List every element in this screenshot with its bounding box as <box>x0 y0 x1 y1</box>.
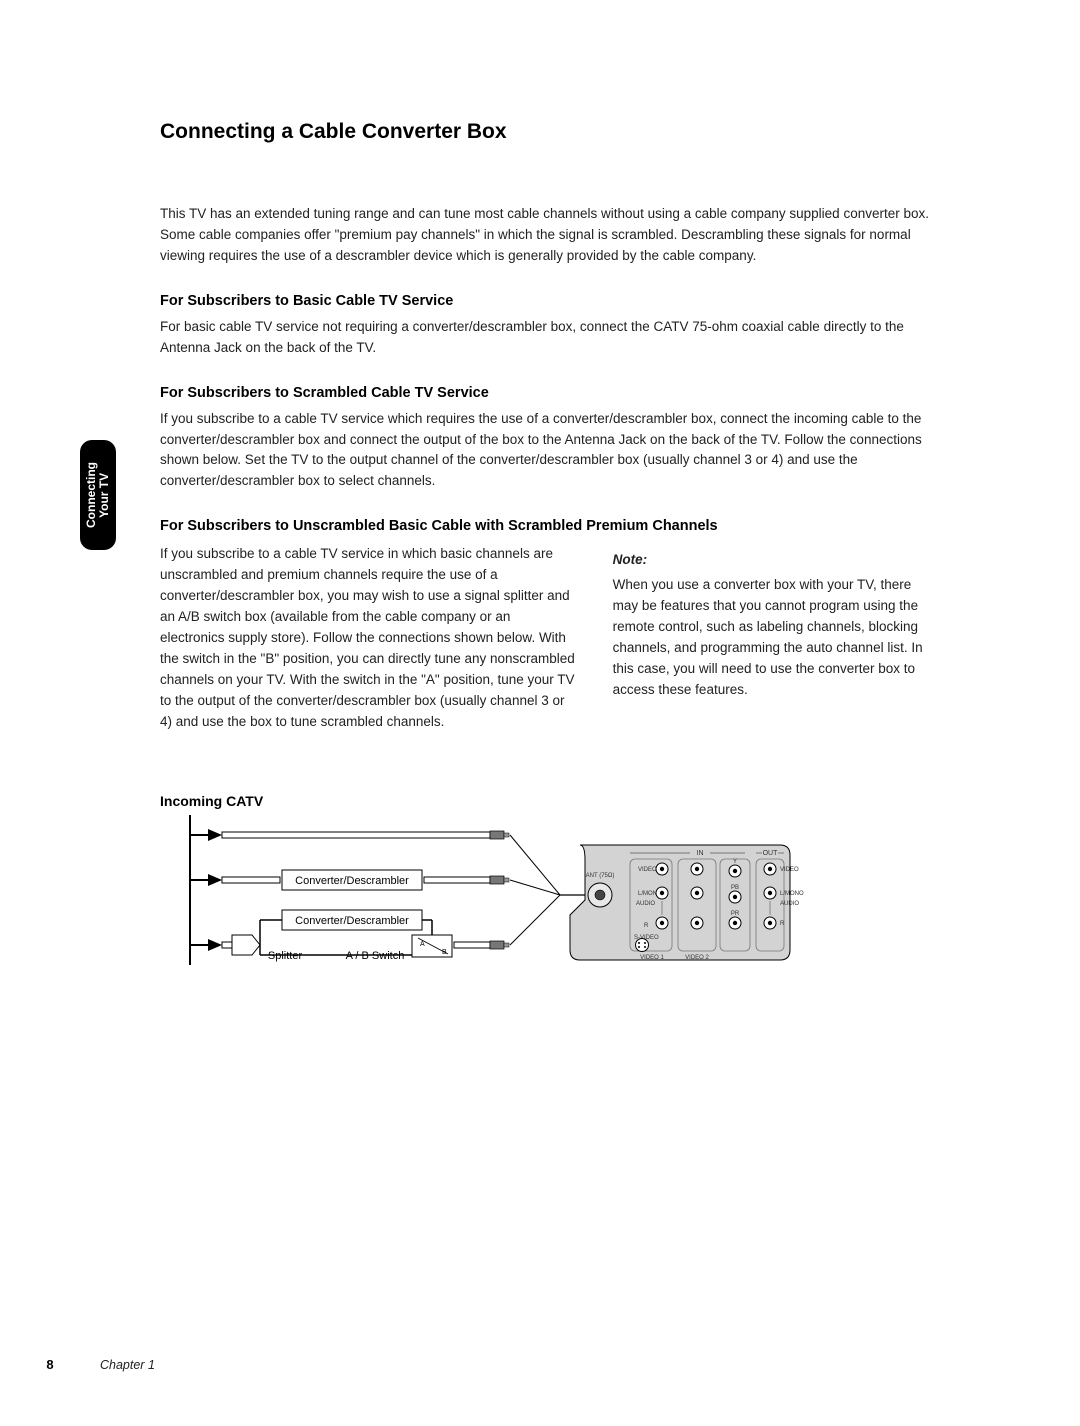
note-block: Note: When you use a converter box with … <box>613 550 940 732</box>
svg-text:L/MONO: L/MONO <box>780 891 804 897</box>
section-heading-1: For Subscribers to Basic Cable TV Servic… <box>160 293 940 309</box>
out-label: OUT <box>763 850 779 857</box>
ant-label: ANT (75Ω) <box>586 873 615 879</box>
svg-text:AUDIO: AUDIO <box>780 901 799 907</box>
chapter-label: Chapter 1 <box>100 1358 155 1372</box>
svg-text:VIDEO 2: VIDEO 2 <box>685 955 709 961</box>
wiring-diagram: Converter/Descrambler Splitter Converter… <box>160 815 960 995</box>
svg-text:PR: PR <box>731 911 740 917</box>
svg-text:PB: PB <box>731 885 739 891</box>
page: Connecting Your TV Connecting a Cable Co… <box>0 0 1080 1426</box>
converter-box-2-label: Converter/Descrambler <box>295 915 409 927</box>
coax-tip-a <box>490 831 504 839</box>
page-title: Connecting a Cable Converter Box <box>160 120 960 144</box>
note-heading: Note: <box>613 550 940 571</box>
note-text: When you use a converter box with your T… <box>613 575 940 701</box>
in-label: IN <box>697 850 704 857</box>
svg-text:VIDEO: VIDEO <box>780 867 799 873</box>
diagram-svg: Converter/Descrambler Splitter Converter… <box>160 815 960 995</box>
section-text-2: If you subscribe to a cable TV service w… <box>160 409 940 493</box>
converter-box-1-label: Converter/Descrambler <box>295 875 409 887</box>
splitter-label: Splitter <box>268 950 303 962</box>
section-heading-3: For Subscribers to Unscrambled Basic Cab… <box>160 518 940 534</box>
svg-text:A: A <box>420 941 425 948</box>
page-number: 8 <box>0 1357 100 1372</box>
tv-back-panel: ANT (75Ω) IN OUT VIDEO L/MONO AUDIO R <box>570 845 804 961</box>
svg-text:AUDIO: AUDIO <box>636 901 655 907</box>
cable-a <box>222 832 490 838</box>
section-text-1: For basic cable TV service not requiring… <box>160 317 940 359</box>
svg-text:VIDEO: VIDEO <box>638 867 657 873</box>
svg-text:Y: Y <box>733 859 737 865</box>
body-column: This TV has an extended tuning range and… <box>160 204 940 733</box>
page-footer: 8 Chapter 1 <box>0 1357 1080 1372</box>
svg-text:R: R <box>644 923 649 929</box>
two-column-block: If you subscribe to a cable TV service i… <box>160 544 940 732</box>
ab-switch-label: A / B Switch <box>346 950 405 962</box>
section-text-3-left: If you subscribe to a cable TV service i… <box>160 544 577 732</box>
svg-text:VIDEO 1: VIDEO 1 <box>640 955 664 961</box>
diagram-label: Incoming CATV <box>160 793 960 809</box>
svg-text:B: B <box>442 949 447 956</box>
section-heading-2: For Subscribers to Scrambled Cable TV Se… <box>160 385 940 401</box>
svg-text:R: R <box>780 921 785 927</box>
side-tab: Connecting Your TV <box>80 440 116 550</box>
splitter-shape <box>232 935 260 955</box>
intro-paragraph: This TV has an extended tuning range and… <box>160 204 940 267</box>
